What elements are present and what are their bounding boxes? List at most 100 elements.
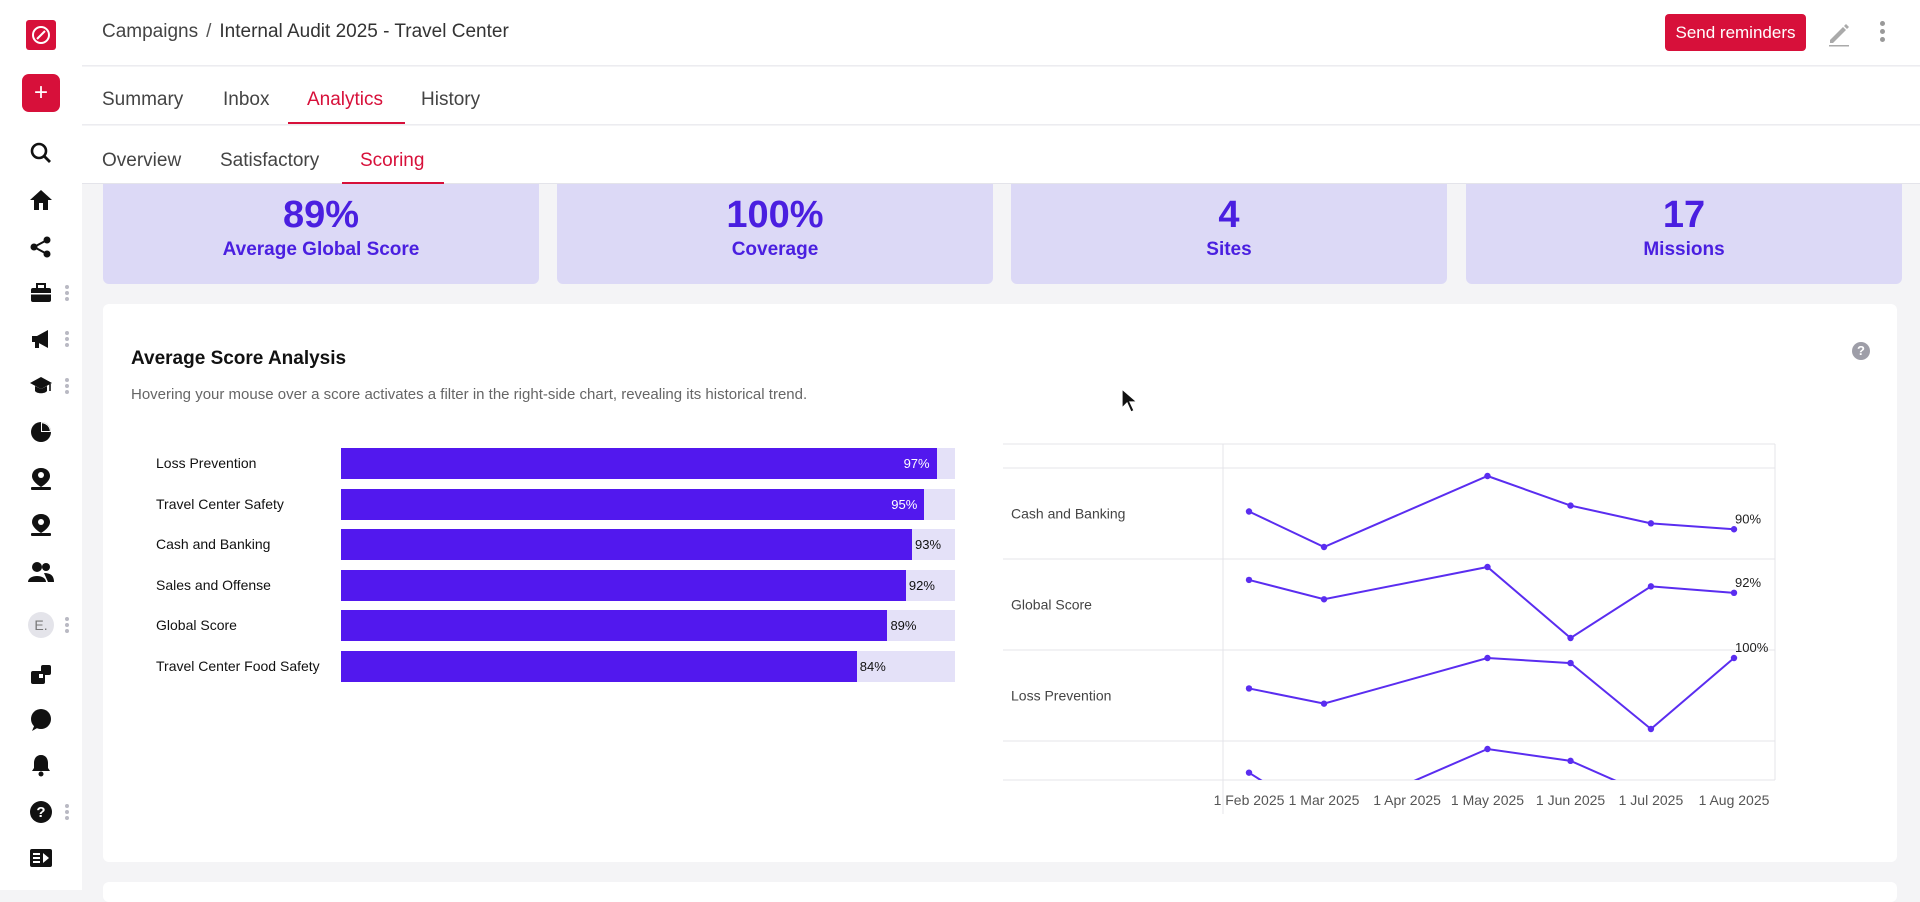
bar-track: 97%	[341, 448, 955, 479]
users-icon[interactable]	[26, 557, 56, 587]
more-options-icon[interactable]	[1867, 18, 1897, 48]
series-point	[1730, 589, 1738, 597]
bar-track: 93%	[341, 529, 955, 561]
briefcase-icon[interactable]	[26, 278, 56, 308]
bar-row[interactable]: Cash and Banking 93%	[103, 529, 955, 561]
kpi-value: 100%	[726, 194, 824, 236]
user-avatar[interactable]: E.	[26, 610, 56, 640]
sidebar: + E. ?	[0, 0, 82, 890]
bar-row[interactable]: Travel Center Food Safety 84%	[103, 651, 955, 683]
series-point	[1730, 526, 1738, 533]
home-icon[interactable]	[26, 185, 56, 215]
location-user-icon[interactable]	[26, 464, 56, 494]
bar-value-label: 84%	[859, 659, 886, 674]
kpi-value: 4	[1218, 194, 1240, 236]
series-point	[1320, 596, 1328, 603]
score-trend-chart: 1 Feb 2025 1 Mar 2025 1 Apr 2025 1 May 2025…	[1003, 443, 1776, 814]
x-tick-label: 1 Aug 2025	[1699, 792, 1770, 808]
bar-value-label: 92%	[908, 577, 935, 593]
chat-icon[interactable]	[26, 705, 56, 735]
megaphone-more-dots[interactable]	[64, 329, 70, 349]
series-point	[1320, 543, 1328, 551]
bar-track: 84%	[341, 651, 955, 682]
avatar-more-dots[interactable]	[64, 615, 70, 635]
breadcrumb: Campaigns / Internal Audit 2025 - Travel C…	[102, 21, 509, 43]
bar[interactable]	[341, 610, 888, 642]
bar-value-label: 89%	[890, 618, 917, 634]
kpi-label: Coverage	[731, 239, 819, 260]
series-point	[1484, 745, 1491, 753]
bar[interactable]	[341, 651, 857, 682]
card-subtitle: Hovering your mouse over a score activat…	[131, 386, 808, 403]
bar-track: 89%	[341, 610, 955, 642]
series-point	[1567, 659, 1574, 667]
main-tabs: Summary Inbox Analytics History	[82, 67, 1920, 125]
series-line	[1248, 474, 1735, 549]
subtab-satisfactory[interactable]: Satisfactory	[220, 150, 320, 171]
bar-row[interactable]: Travel Center Safety 95%	[103, 488, 955, 521]
x-tick-label: 1 Jul 2025	[1619, 792, 1684, 808]
bar[interactable]	[341, 569, 906, 601]
create-button[interactable]: +	[22, 74, 60, 112]
changelog-icon[interactable]	[26, 843, 56, 873]
tab-summary[interactable]: Summary	[102, 89, 184, 110]
learning-more-dots[interactable]	[64, 376, 70, 396]
next-card	[103, 882, 1897, 902]
kpi-sites: 4 Sites	[1011, 184, 1447, 284]
graduation-cap-icon[interactable]	[26, 371, 56, 401]
series-point	[1567, 502, 1574, 509]
bar[interactable]	[341, 529, 913, 561]
series-point	[1647, 520, 1655, 527]
app-logo[interactable]	[26, 20, 56, 50]
mouse-cursor-icon	[1121, 388, 1139, 413]
bar[interactable]	[341, 488, 925, 520]
series-point	[1245, 685, 1253, 692]
x-tick-label: 1 Apr 2025	[1373, 792, 1441, 808]
breadcrumb-campaigns-link[interactable]: Campaigns	[102, 21, 199, 42]
megaphone-icon[interactable]	[26, 324, 56, 354]
tab-inbox[interactable]: Inbox	[223, 89, 270, 110]
bell-icon[interactable]	[26, 750, 56, 780]
series-end-label: 92%	[1735, 575, 1761, 590]
bar-category-label: Global Score	[156, 617, 237, 634]
svg-text:?: ?	[36, 804, 45, 821]
series-point	[1730, 654, 1738, 662]
tab-analytics[interactable]: Analytics	[307, 89, 384, 110]
bar-value-label: 97%	[903, 456, 930, 471]
panel-label: Global Score	[1011, 597, 1092, 613]
help-icon[interactable]: ?	[26, 797, 56, 827]
subtab-overview[interactable]: Overview	[102, 150, 182, 171]
avatar-letter: E.	[28, 612, 54, 638]
bar-track: 95%	[341, 488, 955, 520]
bar-category-label: Loss Prevention	[156, 455, 257, 471]
series-point	[1567, 634, 1574, 642]
bar-row[interactable]: Sales and Offense 92%	[103, 569, 955, 602]
series-line	[1248, 565, 1735, 640]
bar-row[interactable]: Loss Prevention 97%	[103, 448, 955, 480]
series-point	[1484, 654, 1491, 662]
kpi-label: Missions	[1643, 239, 1725, 260]
pie-chart-icon[interactable]	[26, 417, 56, 447]
briefcase-more-dots[interactable]	[64, 283, 70, 303]
breadcrumb-separator: /	[206, 21, 212, 42]
search-icon[interactable]	[26, 138, 56, 168]
bar-row[interactable]: Global Score 89%	[103, 610, 955, 642]
subtab-scoring[interactable]: Scoring	[360, 150, 425, 171]
series-point	[1647, 725, 1655, 733]
share-icon[interactable]	[26, 232, 56, 262]
x-tick-label: 1 May 2025	[1451, 792, 1524, 808]
series-line	[1248, 656, 1735, 731]
x-tick-label: 1 Jun 2025	[1536, 792, 1605, 808]
send-reminders-button[interactable]: Send reminders	[1665, 14, 1806, 51]
series-point	[1484, 563, 1491, 571]
help-more-dots[interactable]	[64, 802, 70, 822]
location-pin-icon[interactable]	[26, 510, 56, 540]
integrations-icon[interactable]	[26, 659, 56, 689]
edit-pencil-icon[interactable]	[1824, 18, 1854, 48]
kpi-value: 17	[1662, 194, 1706, 236]
kpi-coverage: 100% Coverage	[557, 184, 993, 284]
tab-history[interactable]: History	[421, 89, 481, 110]
bar[interactable]	[341, 448, 937, 479]
x-tick-label: 1 Mar 2025	[1289, 792, 1360, 808]
help-tooltip-icon[interactable]: ?	[1852, 342, 1870, 360]
